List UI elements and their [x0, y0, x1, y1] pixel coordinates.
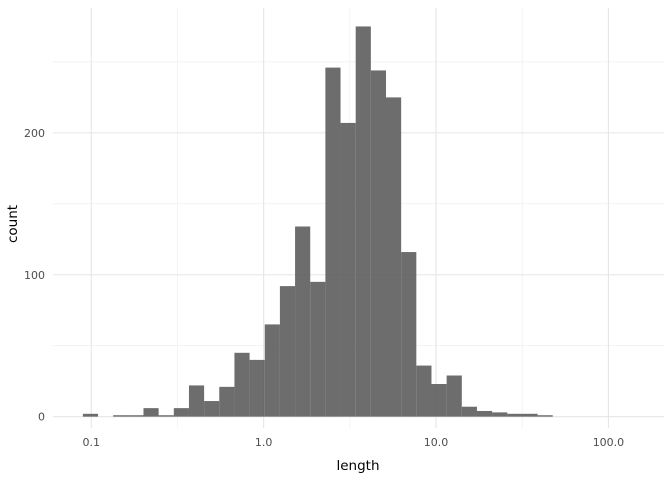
histogram-bar — [113, 415, 129, 417]
histogram-bars — [82, 26, 553, 417]
x-axis-title: length — [336, 458, 379, 474]
y-tick-label: 0 — [38, 411, 45, 424]
histogram-bar — [507, 413, 523, 417]
histogram-bar — [461, 406, 477, 417]
histogram-bar — [249, 359, 265, 417]
histogram-bar — [143, 408, 159, 417]
x-tick-label: 100.0 — [593, 436, 625, 449]
histogram-bar — [522, 413, 538, 417]
histogram-bar — [537, 415, 553, 417]
histogram-bar — [158, 415, 174, 417]
histogram-bar — [401, 252, 417, 417]
histogram-bar — [173, 408, 189, 417]
histogram-bar — [204, 401, 220, 417]
histogram-bar — [82, 413, 99, 417]
histogram-bar — [431, 384, 447, 417]
histogram-bar — [234, 352, 250, 417]
histogram-bar — [340, 122, 356, 417]
histogram-bar — [310, 281, 326, 417]
histogram-bar — [279, 286, 296, 417]
histogram-bar — [476, 410, 493, 417]
y-tick-label: 100 — [24, 269, 45, 282]
histogram-bar — [492, 412, 508, 417]
histogram-bar — [446, 375, 462, 417]
x-tick-label: 0.1 — [82, 436, 100, 449]
histogram-bar — [264, 324, 280, 417]
x-axis-ticks: 0.1 1.0 10.0 100.0 — [82, 436, 624, 449]
y-tick-label: 200 — [24, 127, 45, 140]
histogram-bar — [416, 365, 432, 417]
y-axis-ticks: 0 100 200 — [24, 127, 45, 424]
histogram-bar — [386, 97, 402, 417]
histogram-bar — [325, 67, 341, 417]
histogram-bar — [188, 385, 205, 417]
histogram-bar — [355, 26, 371, 417]
y-axis-title: count — [5, 205, 21, 243]
x-tick-label: 10.0 — [424, 436, 449, 449]
histogram-bar — [128, 415, 144, 417]
histogram-bar — [370, 70, 387, 417]
x-tick-label: 1.0 — [255, 436, 273, 449]
histogram-bar — [295, 226, 311, 417]
histogram-bar — [219, 386, 235, 417]
